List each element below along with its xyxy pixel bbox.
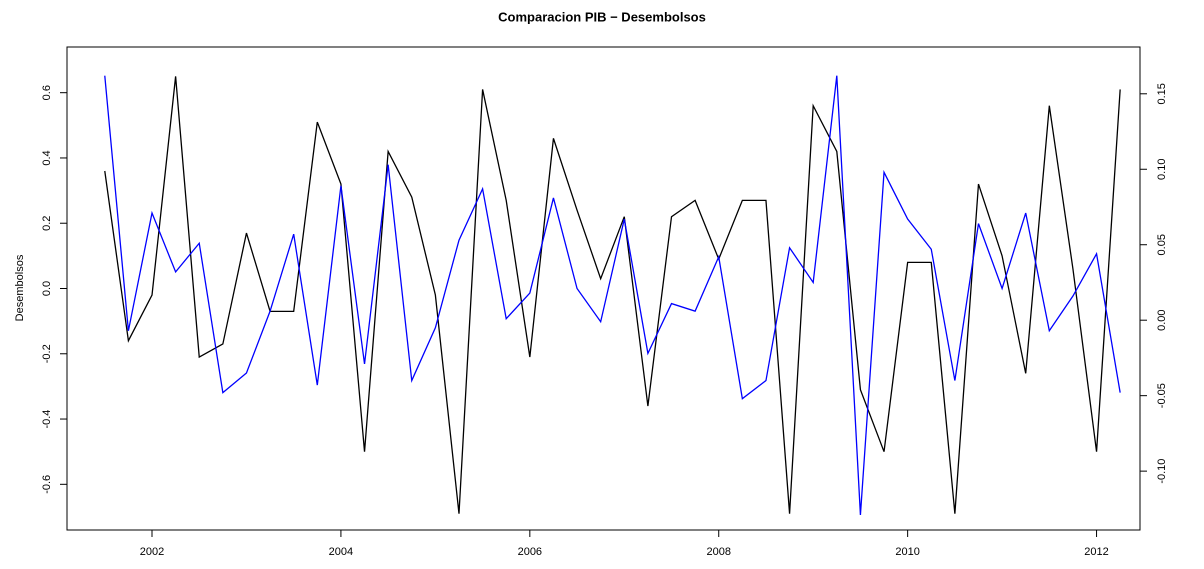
y-tick-label: 0.2	[41, 216, 53, 231]
y-tick-label: 0.0	[41, 281, 53, 296]
x-tick-label: 2010	[895, 546, 919, 558]
x-tick-label: 2004	[329, 546, 353, 558]
chart-title: Comparacion PIB − Desembolsos	[498, 9, 706, 24]
data-line	[104, 75, 1121, 515]
y2-tick-label: -0.05	[1156, 383, 1168, 408]
x-tick-label: 2012	[1084, 546, 1108, 558]
x-tick-label: 2002	[140, 546, 164, 558]
y-tick-label: -0.2	[41, 344, 53, 363]
y2-tick-label: 0.00	[1156, 309, 1168, 330]
y2-tick-label: 0.15	[1156, 83, 1168, 104]
y-tick-label: 0.4	[41, 150, 53, 165]
plot-frame	[66, 46, 1141, 531]
y-tick-label: -0.6	[41, 475, 53, 494]
x-tick-label: 2008	[706, 546, 730, 558]
y-tick-label: -0.4	[41, 410, 53, 429]
y-axis-label: Desembolsos	[14, 254, 26, 321]
y2-tick-label: -0.10	[1156, 459, 1168, 484]
data-line	[104, 76, 1121, 514]
y2-tick-label: 0.10	[1156, 159, 1168, 180]
y-tick-label: 0.6	[41, 85, 53, 100]
y2-tick-label: 0.05	[1156, 234, 1168, 255]
x-tick-label: 2006	[518, 546, 542, 558]
